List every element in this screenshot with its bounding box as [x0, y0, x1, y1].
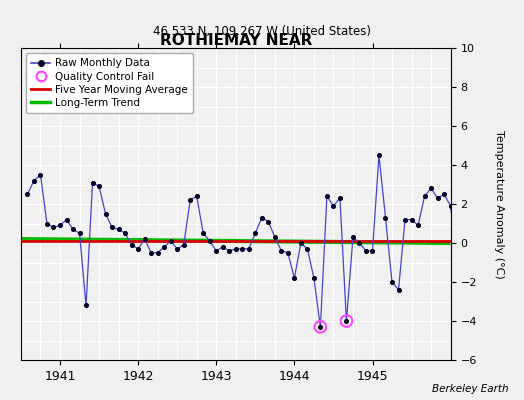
Point: [283, 250, 292, 256]
Point: [219, 244, 227, 250]
Point: [446, 203, 455, 209]
Point: [56, 222, 64, 229]
Point: [427, 185, 435, 192]
Point: [368, 248, 377, 254]
Point: [154, 250, 162, 256]
Point: [49, 224, 58, 230]
Point: [362, 248, 370, 254]
Point: [43, 220, 51, 227]
Point: [440, 191, 448, 198]
Point: [395, 286, 403, 293]
Point: [36, 172, 45, 178]
Point: [147, 250, 155, 256]
Point: [511, 193, 520, 199]
Point: [355, 240, 364, 246]
Point: [336, 195, 344, 201]
Point: [192, 193, 201, 199]
Text: 46.533 N, 109.267 W (United States): 46.533 N, 109.267 W (United States): [153, 26, 371, 38]
Point: [388, 279, 396, 285]
Point: [349, 234, 357, 240]
Point: [401, 216, 409, 223]
Point: [258, 214, 266, 221]
Point: [414, 222, 422, 229]
Point: [303, 246, 312, 252]
Point: [329, 203, 337, 209]
Point: [173, 246, 181, 252]
Point: [134, 246, 143, 252]
Point: [485, 179, 494, 186]
Point: [264, 218, 272, 225]
Point: [460, 292, 468, 299]
Point: [101, 210, 110, 217]
Point: [245, 246, 253, 252]
Point: [518, 224, 524, 230]
Point: [323, 193, 331, 199]
Point: [225, 248, 234, 254]
Point: [160, 244, 168, 250]
Point: [270, 234, 279, 240]
Y-axis label: Temperature Anomaly (°C): Temperature Anomaly (°C): [494, 130, 504, 278]
Point: [199, 230, 208, 236]
Point: [114, 226, 123, 232]
Point: [121, 230, 129, 236]
Point: [127, 242, 136, 248]
Point: [466, 148, 474, 154]
Point: [342, 318, 351, 324]
Point: [297, 240, 305, 246]
Point: [381, 214, 390, 221]
Legend: Raw Monthly Data, Quality Control Fail, Five Year Moving Average, Long-Term Tren: Raw Monthly Data, Quality Control Fail, …: [26, 53, 193, 113]
Point: [212, 248, 221, 254]
Point: [23, 191, 31, 198]
Point: [290, 275, 299, 281]
Point: [316, 324, 324, 330]
Point: [140, 236, 149, 242]
Point: [75, 230, 84, 236]
Point: [342, 318, 351, 324]
Point: [205, 238, 214, 244]
Point: [180, 242, 188, 248]
Point: [69, 226, 77, 232]
Point: [316, 324, 324, 330]
Point: [505, 185, 514, 192]
Point: [420, 193, 429, 199]
Point: [251, 230, 259, 236]
Point: [473, 199, 481, 205]
Point: [62, 216, 71, 223]
Point: [433, 195, 442, 201]
Point: [30, 178, 38, 184]
Point: [232, 246, 240, 252]
Point: [89, 179, 97, 186]
Point: [238, 246, 246, 252]
Text: Berkeley Earth: Berkeley Earth: [432, 384, 508, 394]
Point: [375, 152, 383, 158]
Point: [498, 179, 507, 186]
Title: ROTHIEMAY NEAR: ROTHIEMAY NEAR: [160, 33, 312, 48]
Point: [277, 248, 286, 254]
Point: [407, 216, 416, 223]
Point: [108, 224, 116, 230]
Point: [186, 197, 194, 203]
Point: [479, 178, 487, 184]
Point: [492, 197, 500, 203]
Point: [95, 183, 103, 190]
Point: [82, 302, 90, 309]
Point: [310, 275, 318, 281]
Point: [167, 238, 175, 244]
Point: [453, 259, 461, 266]
